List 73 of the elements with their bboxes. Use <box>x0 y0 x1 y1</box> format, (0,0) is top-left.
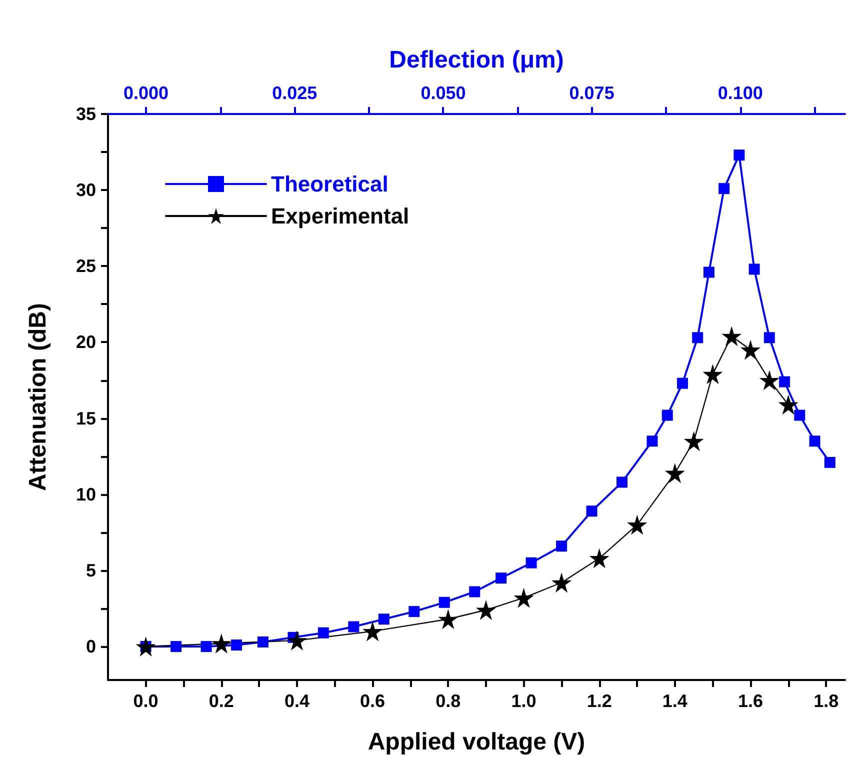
legend-label: Experimental <box>271 204 410 228</box>
point <box>692 332 704 344</box>
point <box>740 340 761 360</box>
point <box>231 640 242 651</box>
y-tick-label: 30 <box>76 180 96 200</box>
point <box>627 514 648 535</box>
x2-tick-label: 0.025 <box>272 83 318 103</box>
x2-axis-title: Deflection (μm) <box>389 46 564 74</box>
x-tick-label: 0.8 <box>436 691 461 711</box>
y-tick-label: 20 <box>76 332 96 352</box>
point <box>664 463 685 484</box>
x-tick-label: 0.4 <box>284 691 310 711</box>
point <box>526 557 537 568</box>
point <box>552 572 572 593</box>
point <box>469 586 480 598</box>
point <box>556 540 568 552</box>
point <box>764 332 775 344</box>
point <box>378 614 390 625</box>
x-tick-label: 1.4 <box>662 691 688 711</box>
point <box>702 364 723 384</box>
point <box>759 370 780 390</box>
point <box>286 630 307 650</box>
point <box>211 633 232 654</box>
point <box>476 600 496 620</box>
point <box>646 436 658 447</box>
point <box>722 326 742 346</box>
x2-tick-label: 0.000 <box>124 83 169 103</box>
x-tick-label: 0.0 <box>133 691 158 711</box>
x2-tick-label: 0.050 <box>420 83 466 103</box>
y-tick-label: 10 <box>76 484 96 504</box>
y-tick-label: 0 <box>86 636 96 657</box>
x-tick-label: 1.0 <box>511 691 536 711</box>
x-axis-title: Applied voltage (V) <box>368 728 586 756</box>
point <box>718 183 730 194</box>
point <box>589 548 610 568</box>
point <box>778 394 798 415</box>
point <box>514 588 534 608</box>
y-tick-label: 15 <box>76 408 96 428</box>
point <box>616 476 628 488</box>
point <box>257 636 268 648</box>
point <box>748 264 760 275</box>
point <box>318 627 329 638</box>
point <box>438 596 450 608</box>
point <box>734 150 745 161</box>
y-tick-label: 5 <box>86 560 96 580</box>
legend-label: Theoretical <box>271 172 388 196</box>
point <box>362 621 383 642</box>
point <box>703 266 714 278</box>
y-tick-label: 35 <box>76 104 96 124</box>
point <box>779 376 790 388</box>
x2-tick-label: 0.075 <box>569 83 614 103</box>
x2-tick-label: 0.100 <box>718 83 763 103</box>
x-tick-label: 0.6 <box>360 691 386 711</box>
point <box>136 636 156 657</box>
x-tick-label: 1.6 <box>738 691 764 711</box>
point <box>794 410 806 421</box>
y-axis-title: Attenuation (dB) <box>24 303 52 491</box>
y-tick-label: 25 <box>76 256 96 276</box>
point <box>438 609 458 630</box>
point <box>200 641 212 652</box>
point <box>348 621 360 632</box>
point <box>824 456 836 468</box>
point <box>676 378 688 389</box>
point <box>408 606 420 618</box>
point <box>496 572 507 584</box>
point <box>662 410 673 421</box>
x-tick-label: 1.8 <box>814 691 839 711</box>
x-tick-label: 1.2 <box>586 691 612 711</box>
point <box>170 641 182 652</box>
point <box>586 506 598 517</box>
point <box>684 431 704 452</box>
x-tick-label: 0.2 <box>208 691 234 711</box>
point <box>809 436 820 447</box>
